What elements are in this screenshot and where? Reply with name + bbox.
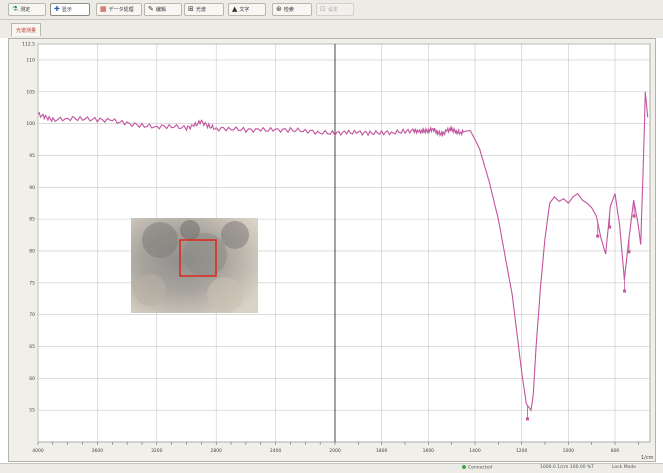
spectrum-button[interactable]: ⊞ 光谱 (184, 3, 224, 16)
tab-row: 光谱测量 (0, 20, 663, 38)
search-button[interactable]: ⊛ 检索 (272, 3, 312, 16)
toolbar: ⚗ 测定 ✚ 显示 ▦ データ処理 ✎ 编辑 ⊞ 光谱 ▲ 文字 ⊛ 检索 ⊡ … (0, 0, 663, 20)
text-button[interactable]: ▲ 文字 (228, 3, 266, 16)
measure-button[interactable]: ⚗ 测定 (8, 3, 46, 16)
tab-spectrum-measure[interactable]: 光谱测量 (11, 23, 42, 36)
tab-label: 光谱测量 (16, 27, 37, 34)
data-processing-label: データ処理 (108, 7, 134, 13)
status-bar: Connected 1000.0 1/cm 100.00 %T Lock Mod… (0, 463, 663, 473)
flask-icon: ⚗ (12, 5, 19, 13)
search-label: 检索 (283, 7, 294, 13)
status-lock: Lock Mode (612, 465, 636, 470)
settings-icon: ⊡ (320, 5, 326, 13)
status-connected: Connected (462, 465, 492, 471)
search-icon: ⊛ (276, 5, 282, 13)
display-button[interactable]: ✚ 显示 (50, 3, 90, 16)
settings-button[interactable]: ⊡ 设定 (316, 3, 354, 16)
status-connected-label: Connected (468, 465, 493, 471)
pencil-icon: ✎ (148, 5, 154, 13)
text-icon: ▲ (232, 5, 238, 13)
edit-label: 编辑 (155, 7, 166, 13)
arrow-icon: ✚ (54, 5, 60, 13)
text-label: 文字 (239, 7, 250, 13)
status-dot-icon (462, 465, 466, 469)
settings-label: 设定 (327, 7, 338, 13)
spectrum-label: 光谱 (195, 7, 206, 13)
edit-button[interactable]: ✎ 编辑 (144, 3, 182, 16)
measure-label: 测定 (20, 7, 31, 13)
status-cursor: 1000.0 1/cm 100.00 %T (540, 465, 595, 470)
data-icon: ▦ (100, 5, 107, 13)
chart-frame (8, 38, 656, 462)
display-label: 显示 (61, 7, 72, 13)
spectrum-icon: ⊞ (188, 5, 194, 13)
data-processing-button[interactable]: ▦ データ処理 (96, 3, 142, 16)
